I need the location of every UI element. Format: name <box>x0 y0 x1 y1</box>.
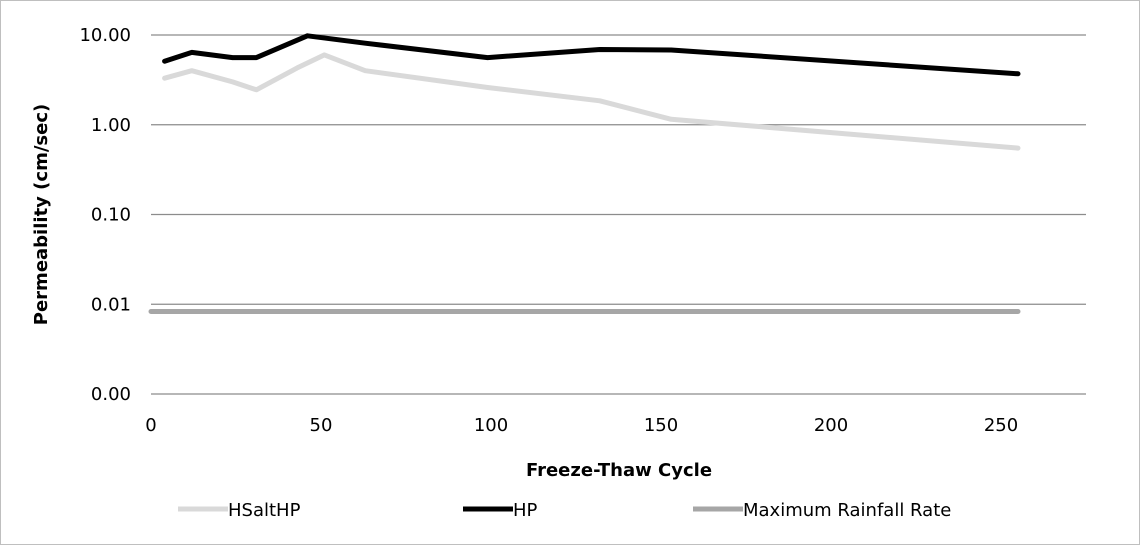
legend-label: HSaltHP <box>228 500 301 521</box>
y-tick-label: 10.00 <box>79 25 131 46</box>
y-tick-label: 0.10 <box>91 205 131 226</box>
legend: HSaltHP HP Maximum Rainfall Rate <box>178 500 951 521</box>
y-tick-label: 1.00 <box>91 115 131 136</box>
x-axis-title: Freeze-Thaw Cycle <box>526 460 712 481</box>
x-tick-label: 250 <box>984 415 1018 436</box>
series-line-hp <box>162 33 1021 77</box>
gridlines <box>151 34 1086 305</box>
x-tick-label: 200 <box>814 415 848 436</box>
x-tick-label: 50 <box>310 415 333 436</box>
x-tick-label: 0 <box>145 415 156 436</box>
series-line-hsalthp <box>162 52 1021 151</box>
data-series <box>148 33 1021 314</box>
legend-label: Maximum Rainfall Rate <box>743 500 951 521</box>
y-axis-title: Permeability (cm/sec) <box>31 104 52 325</box>
legend-item-maximum-rainfall-rate: Maximum Rainfall Rate <box>693 500 951 521</box>
y-tick-labels: 0.00 0.01 0.10 1.00 10.00 <box>79 25 131 405</box>
y-tick-label: 0.01 <box>91 294 131 315</box>
legend-label: HP <box>513 500 538 521</box>
x-tick-label: 150 <box>644 415 678 436</box>
x-tick-label: 100 <box>474 415 508 436</box>
y-tick-label: 0.00 <box>91 384 131 405</box>
legend-item-hsalthp: HSaltHP <box>178 500 301 521</box>
x-tick-labels: 0 50 100 150 200 250 <box>145 415 1018 436</box>
legend-item-hp: HP <box>463 500 538 521</box>
